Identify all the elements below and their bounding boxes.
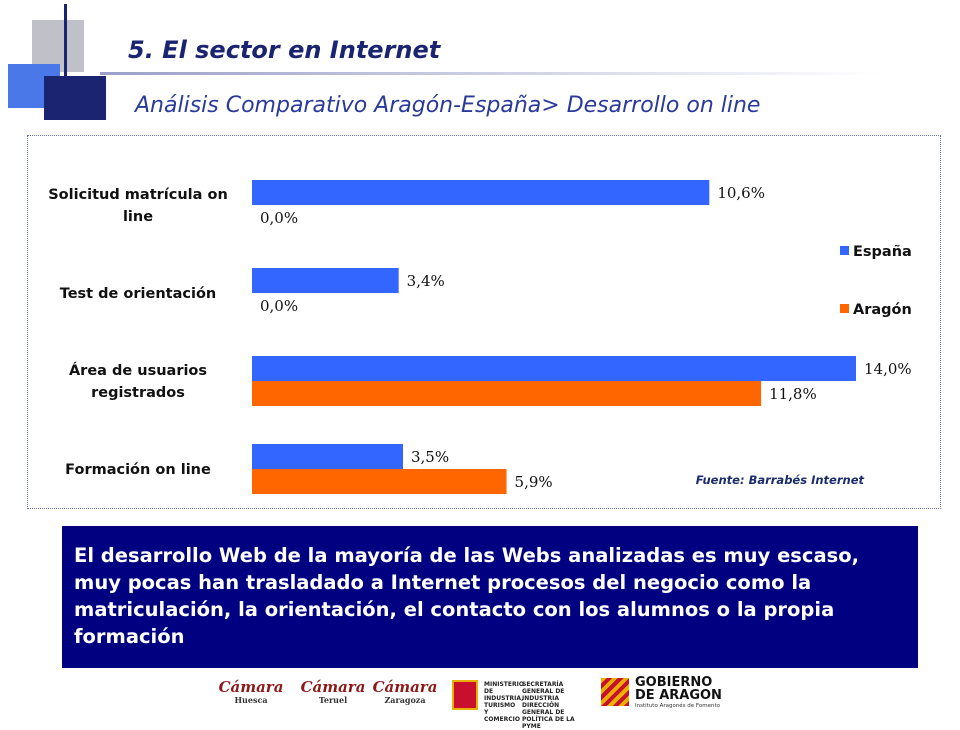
page-subtitle: Análisis Comparativo Aragón-España> Desa… (135, 93, 761, 118)
category-label: Solicitud matrícula on line (48, 187, 228, 225)
spain-shield-icon (452, 680, 478, 710)
ministerio-logo: MINISTERIO DE INDUSTRIA, TURISMO Y COMER… (452, 678, 582, 730)
gobierno-text: GOBIERNO DE ARAGON (635, 675, 722, 703)
camara-teruel-city: Teruel (318, 695, 348, 705)
camara-zaragoza-city: Zaragoza (384, 695, 426, 705)
value-label: 0,0% (260, 297, 298, 315)
gobierno-aragon-logo: GOBIERNO DE ARAGON Instituto Aragonés de… (601, 676, 751, 714)
camara-teruel-logo: Cámara Teruel (297, 680, 369, 706)
chart-container: Solicitud matrícula on line 10,6% 0,0% Test … (27, 135, 941, 509)
aragon-flag-icon (601, 678, 629, 706)
secretaria-text: SECRETARÍA GENERAL DE INDUSTRIA DIRECCIÓ… (522, 681, 575, 730)
camara-teruel-name: Cámara (300, 678, 366, 696)
espana-bar (252, 180, 710, 205)
legend-label: España (853, 244, 912, 260)
legend-marker (840, 304, 849, 313)
category-label: Área de usuarios registrados (69, 362, 207, 401)
legend-label: Aragón (853, 302, 912, 318)
camara-huesca-name: Cámara (218, 678, 284, 696)
espana-bar (252, 268, 399, 293)
page-title: 5. El sector en Internet (128, 36, 441, 64)
legend-marker (840, 246, 849, 255)
camara-huesca-logo: Cámara Huesca (215, 680, 287, 706)
conclusion-text: El desarrollo Web de la mayoría de las W… (74, 544, 860, 648)
value-label: 3,5% (411, 448, 449, 466)
value-label: 14,0% (864, 360, 912, 378)
value-label: 0,0% (260, 209, 298, 227)
value-label: 3,4% (407, 272, 445, 290)
value-label: 5,9% (515, 473, 553, 491)
ministerio-text: MINISTERIO DE INDUSTRIA, TURISMO Y COMER… (484, 681, 524, 723)
espana-bar (252, 444, 403, 469)
instituto-text: Instituto Aragonés de Fomento (635, 703, 721, 709)
source-note: Fuente: Barrabés Internet (696, 473, 865, 487)
espana-bar (252, 356, 856, 381)
aragon-bar (252, 381, 762, 406)
footer-logos: Cámara Huesca Cámara Teruel Cámara Zarag… (215, 676, 745, 730)
category-label: Formación on line (65, 462, 211, 478)
conclusion-box: El desarrollo Web de la mayoría de las W… (62, 526, 918, 668)
value-label: 10,6% (717, 184, 765, 202)
camara-huesca-city: Huesca (234, 695, 268, 705)
value-label: 11,8% (769, 385, 817, 403)
camara-zaragoza-name: Cámara (372, 678, 438, 696)
aragon-bar (252, 469, 507, 494)
category-label: Test de orientación (60, 286, 216, 302)
bar-chart: Solicitud matrícula on line 10,6% 0,0% Test … (48, 180, 912, 494)
camara-zaragoza-logo: Cámara Zaragoza (369, 680, 441, 706)
